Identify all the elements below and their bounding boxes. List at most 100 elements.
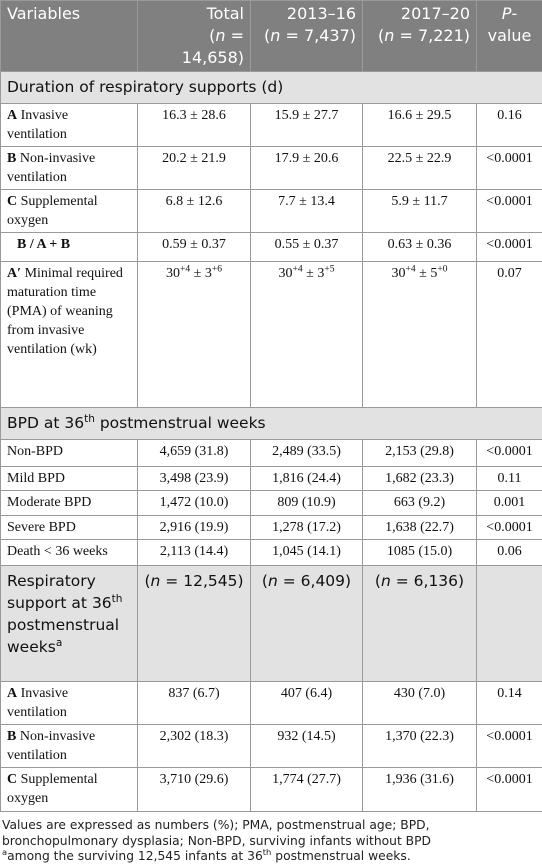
value-cell: 1,472 (10.0) bbox=[137, 490, 251, 516]
text-run: <0.0001 bbox=[486, 194, 533, 209]
text-run: ( bbox=[263, 26, 271, 45]
text-run: 1,472 (10.0) bbox=[159, 495, 229, 510]
value-cell: 1,370 (22.3) bbox=[362, 724, 477, 768]
value-cell: 0.55 ± 0.37 bbox=[250, 232, 363, 262]
superscript: +6 bbox=[211, 264, 222, 275]
text-run: 15.9 ± 27.7 bbox=[274, 108, 339, 123]
value-cell: 3,498 (23.9) bbox=[137, 466, 251, 491]
value-cell: 663 (9.2) bbox=[362, 490, 477, 516]
text-run: 4,659 (31.8) bbox=[159, 444, 229, 459]
text-run: BPD at 36 bbox=[7, 414, 85, 432]
row-label: C Supplemental oxygen bbox=[0, 189, 138, 233]
table-row: A Invasive ventilation 16.3 ± 28.6 15.9 ± … bbox=[0, 103, 542, 147]
text-run: 663 (9.2) bbox=[393, 495, 446, 510]
text-run: Variables bbox=[7, 4, 81, 23]
text-run: 837 (6.7) bbox=[168, 686, 220, 701]
row-label: A′ Minimal required maturation time (PMA… bbox=[0, 261, 138, 408]
superscript: +5 bbox=[324, 264, 335, 275]
text-run: 30 bbox=[391, 266, 406, 281]
value-cell: 407 (6.4) bbox=[250, 681, 363, 725]
text-run: 0.16 bbox=[497, 108, 522, 123]
table-row: B Non-invasive ventilation 20.2 ± 21.9 17.… bbox=[0, 146, 542, 190]
text-run: C bbox=[7, 772, 18, 787]
table-row: C Supplemental oxygen 3,710 (29.6) 1,774 (… bbox=[0, 767, 542, 812]
value-cell: 1,816 (24.4) bbox=[250, 466, 363, 491]
value-cell: 0.16 bbox=[476, 103, 542, 147]
text-run: <0.0001 bbox=[486, 444, 533, 459]
header-cell: P-value bbox=[476, 0, 542, 72]
text-run: ( bbox=[144, 572, 151, 590]
header-line: P- bbox=[483, 3, 536, 25]
text-run: ( bbox=[209, 26, 216, 45]
value-cell: <0.0001 bbox=[476, 515, 542, 540]
value-cell: 7.7 ± 13.4 bbox=[250, 189, 363, 233]
text-run: 6.8 ± 12.6 bbox=[165, 194, 223, 209]
text-run: B bbox=[7, 151, 17, 166]
value-cell: 22.5 ± 22.9 bbox=[362, 146, 477, 190]
text-run: 1,278 (17.2) bbox=[272, 520, 341, 535]
text-run: <0.0001 bbox=[486, 237, 533, 252]
table-row: A′ Minimal required maturation time (PMA… bbox=[0, 261, 542, 408]
value-cell: <0.0001 bbox=[476, 146, 542, 190]
row-label: Mild BPD bbox=[0, 466, 138, 491]
value-cell: <0.0001 bbox=[476, 724, 542, 768]
text-run: <0.0001 bbox=[486, 520, 533, 535]
table-row: Duration of respiratory supports (d) bbox=[0, 71, 542, 104]
text-run: <0.0001 bbox=[486, 772, 533, 787]
text-run: = 6,409) bbox=[277, 572, 352, 590]
text-run: 17.9 ± 20.6 bbox=[274, 151, 339, 166]
text-run: 22.5 ± 22.9 bbox=[387, 151, 452, 166]
value-cell: 0.59 ± 0.37 bbox=[137, 232, 251, 262]
text-run: n bbox=[150, 572, 161, 590]
text-run: 932 (14.5) bbox=[277, 729, 336, 744]
value-cell: 0.11 bbox=[476, 466, 542, 491]
superscript: +4 bbox=[292, 264, 303, 275]
text-run: Supplemental oxygen bbox=[7, 772, 98, 806]
text-run: 2,489 (33.5) bbox=[272, 444, 341, 459]
value-cell: (n = 12,545) bbox=[137, 565, 251, 682]
text-run: 3,710 (29.6) bbox=[159, 772, 229, 787]
text-run: 1,638 (22.7) bbox=[385, 520, 454, 535]
text-run: n bbox=[270, 26, 281, 45]
text-run: 2013–16 bbox=[286, 4, 356, 23]
text-run: 2,113 (14.4) bbox=[159, 544, 229, 559]
row-label: B Non-invasive ventilation bbox=[0, 146, 138, 190]
superscript: th bbox=[84, 412, 95, 425]
text-run: A bbox=[7, 108, 18, 123]
text-run: Moderate BPD bbox=[7, 495, 92, 510]
section-cell: Duration of respiratory supports (d) bbox=[0, 71, 542, 104]
footnotes: Values are expressed as numbers (%); PMA… bbox=[0, 812, 542, 865]
row-label: B / A + B bbox=[0, 232, 138, 262]
text-run: value bbox=[487, 26, 532, 45]
table-row: B / A + B 0.59 ± 0.37 0.55 ± 0.37 0.63 ± 0.… bbox=[0, 232, 542, 262]
value-cell: 5.9 ± 11.7 bbox=[362, 189, 477, 233]
superscript: +0 bbox=[437, 264, 448, 275]
header-row: Variables Total (n = 14,658) 2013–16 (n = 7,… bbox=[0, 0, 542, 72]
table-row: Death < 36 weeks 2,113 (14.4) 1,045 (14.1)… bbox=[0, 539, 542, 566]
table-row: Non-BPD 4,659 (31.8) 2,489 (33.5) 2,153 (29… bbox=[0, 439, 542, 467]
text-run: 809 (10.9) bbox=[277, 495, 336, 510]
superscript: a bbox=[2, 846, 8, 857]
text-run: Non-invasive ventilation bbox=[7, 729, 96, 763]
text-run: 0.14 bbox=[497, 686, 522, 701]
superscript: th bbox=[111, 592, 123, 605]
text-run: = 14,658) bbox=[181, 26, 244, 67]
text-run: <0.0001 bbox=[486, 729, 533, 744]
text-run: postmenstrual weeks bbox=[7, 616, 120, 656]
value-cell: 0.63 ± 0.36 bbox=[362, 232, 477, 262]
value-cell: 15.9 ± 27.7 bbox=[250, 103, 363, 147]
footnote: Values are expressed as numbers (%); PMA… bbox=[2, 818, 540, 849]
value-cell: 0.001 bbox=[476, 490, 542, 516]
value-cell: 2,916 (19.9) bbox=[137, 515, 251, 540]
value-cell: 3,710 (29.6) bbox=[137, 767, 251, 812]
text-run: = 7,437) bbox=[280, 26, 356, 45]
header-cell: Total (n = 14,658) bbox=[137, 0, 251, 72]
row-label: A Invasive ventilation bbox=[0, 681, 138, 725]
text-run: Total bbox=[206, 4, 244, 23]
value-cell: 6.8 ± 12.6 bbox=[137, 189, 251, 233]
value-cell: 1,774 (27.7) bbox=[250, 767, 363, 812]
text-run: B / A + B bbox=[17, 237, 71, 252]
text-run: 0.55 ± 0.37 bbox=[274, 237, 339, 252]
text-run: Mild BPD bbox=[7, 471, 65, 486]
